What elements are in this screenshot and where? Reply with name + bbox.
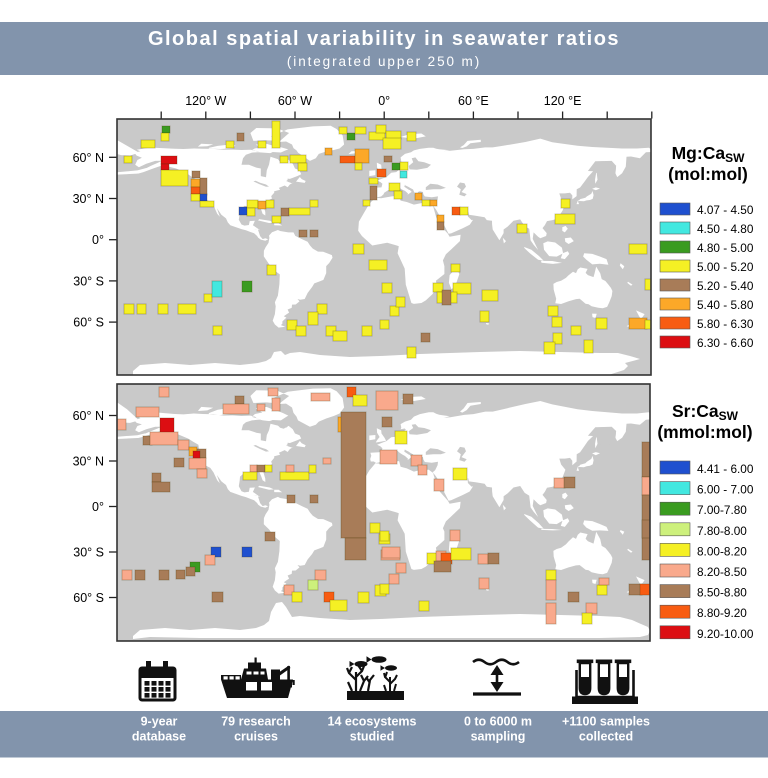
svg-text:6.30 - 6.60: 6.30 - 6.60 <box>697 336 754 350</box>
svg-text:120 °E: 120 °E <box>544 94 582 108</box>
svg-text:0 to 6000 m: 0 to 6000 m <box>464 715 532 729</box>
svg-text:9.20-10.00: 9.20-10.00 <box>697 627 754 641</box>
svg-text:60° N: 60° N <box>73 151 104 165</box>
svg-text:+1100 samples: +1100 samples <box>562 715 650 729</box>
svg-text:6.00 - 7.00: 6.00 - 7.00 <box>697 483 754 497</box>
svg-text:4.50 - 4.80: 4.50 - 4.80 <box>697 222 754 236</box>
svg-text:120° W: 120° W <box>185 94 226 108</box>
svg-text:5.00 - 5.20: 5.00 - 5.20 <box>697 260 754 274</box>
svg-text:60° S: 60° S <box>73 316 104 330</box>
svg-text:14 ecosystems: 14 ecosystems <box>328 715 417 729</box>
svg-text:0°: 0° <box>92 233 104 247</box>
svg-text:7.00-7.80: 7.00-7.80 <box>697 503 747 517</box>
svg-text:5.40 - 5.80: 5.40 - 5.80 <box>697 298 754 312</box>
svg-text:(integrated upper 250 m): (integrated upper 250 m) <box>287 54 481 69</box>
svg-text:(mmol:mol): (mmol:mol) <box>657 422 752 442</box>
svg-text:4.41 - 6.00: 4.41 - 6.00 <box>697 462 754 476</box>
svg-text:60° N: 60° N <box>73 409 104 423</box>
svg-text:7.80-8.00: 7.80-8.00 <box>697 524 747 538</box>
svg-text:studied: studied <box>350 730 394 744</box>
svg-text:8.50-8.80: 8.50-8.80 <box>697 586 747 600</box>
svg-text:4.07 - 4.50: 4.07 - 4.50 <box>697 203 754 217</box>
svg-text:8.80-9.20: 8.80-9.20 <box>697 606 747 620</box>
svg-text:60° S: 60° S <box>73 591 104 605</box>
svg-text:8.20-8.50: 8.20-8.50 <box>697 565 747 579</box>
svg-text:Global spatial variability in: Global spatial variability in seawater r… <box>148 28 620 50</box>
svg-text:5.20 - 5.40: 5.20 - 5.40 <box>697 279 754 293</box>
svg-text:sampling: sampling <box>471 730 526 744</box>
svg-text:4.80 - 5.00: 4.80 - 5.00 <box>697 241 754 255</box>
svg-text:database: database <box>132 730 186 744</box>
svg-text:0°: 0° <box>92 500 104 514</box>
svg-text:0°: 0° <box>378 94 390 108</box>
svg-text:60° W: 60° W <box>278 94 312 108</box>
svg-text:cruises: cruises <box>234 730 278 744</box>
svg-text:30° N: 30° N <box>73 455 104 469</box>
svg-text:8.00-8.20: 8.00-8.20 <box>697 544 747 558</box>
svg-text:79 research: 79 research <box>221 715 291 729</box>
svg-text:30° S: 30° S <box>73 274 104 288</box>
svg-text:30° N: 30° N <box>73 192 104 206</box>
svg-text:9-year: 9-year <box>141 715 178 729</box>
svg-text:5.80 - 6.30: 5.80 - 6.30 <box>697 317 754 331</box>
svg-text:(mol:mol): (mol:mol) <box>668 164 748 184</box>
svg-text:collected: collected <box>579 730 633 744</box>
svg-text:60 °E: 60 °E <box>458 94 489 108</box>
svg-text:30° S: 30° S <box>73 546 104 560</box>
